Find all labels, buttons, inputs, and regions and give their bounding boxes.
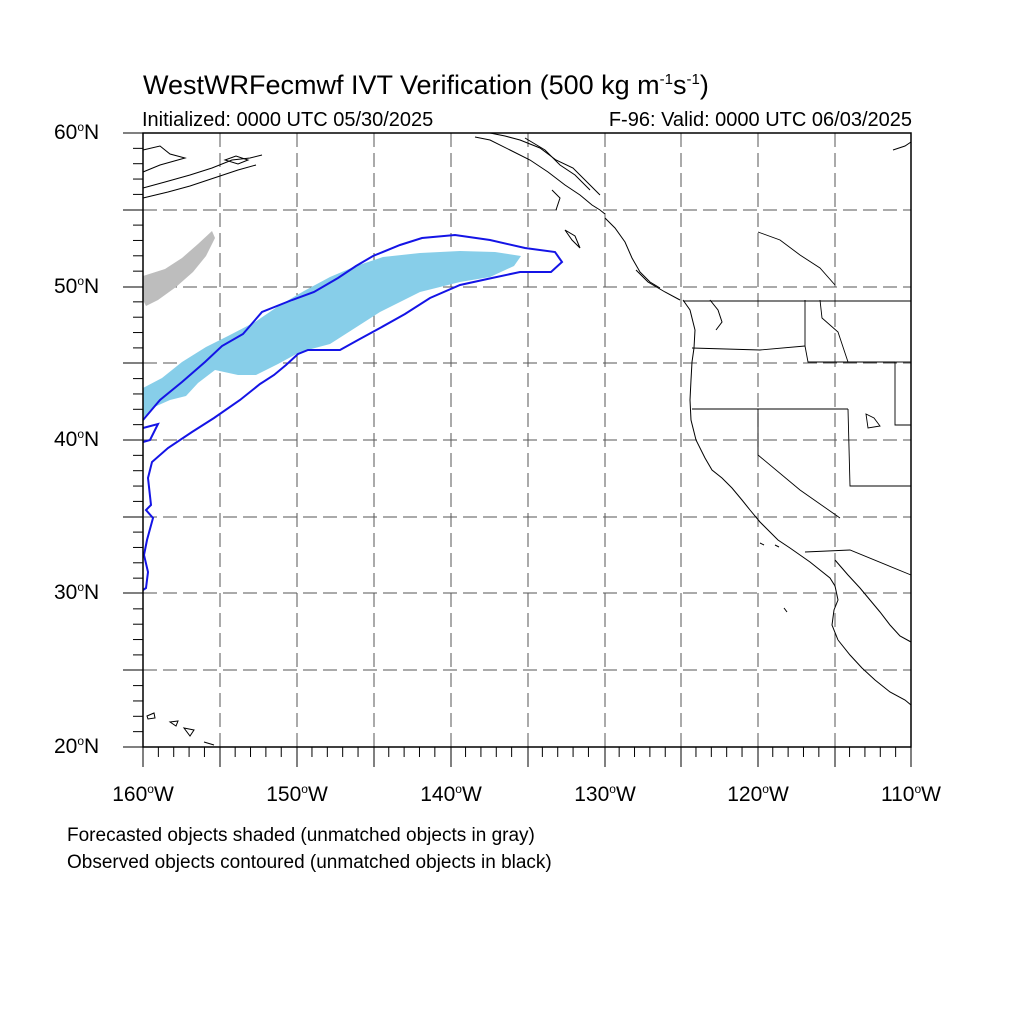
state-borders bbox=[683, 231, 912, 576]
lat-label: 60oN bbox=[54, 120, 100, 144]
map-grid bbox=[143, 133, 911, 747]
note-forecast: Forecasted objects shaded (unmatched obj… bbox=[67, 825, 535, 846]
lon-label: 130oW bbox=[574, 782, 636, 806]
lon-label: 120oW bbox=[727, 782, 789, 806]
lat-label: 20oN bbox=[54, 734, 100, 758]
lat-label: 40oN bbox=[54, 427, 100, 451]
lat-label: 30oN bbox=[54, 580, 100, 604]
map-title: WestWRFecmwf IVT Verification (500 kg m-… bbox=[143, 70, 709, 100]
lon-label: 160oW bbox=[112, 782, 174, 806]
axis-ticks bbox=[123, 132, 912, 767]
axis-minor-ticks bbox=[133, 147, 897, 757]
coastlines bbox=[142, 132, 912, 746]
forecast-object-unmatched bbox=[143, 231, 215, 306]
lon-label: 140oW bbox=[420, 782, 482, 806]
initialized-time: Initialized: 0000 UTC 05/30/2025 bbox=[142, 109, 434, 131]
lon-label: 150oW bbox=[266, 782, 328, 806]
valid-time: F-96: Valid: 0000 UTC 06/03/2025 bbox=[608, 109, 912, 131]
observed-object-contour bbox=[142, 233, 564, 591]
note-observed: Observed objects contoured (unmatched ob… bbox=[67, 852, 552, 873]
lat-label: 50oN bbox=[54, 274, 100, 298]
forecast-object-matched bbox=[143, 251, 521, 418]
lon-label: 110oW bbox=[881, 782, 941, 806]
